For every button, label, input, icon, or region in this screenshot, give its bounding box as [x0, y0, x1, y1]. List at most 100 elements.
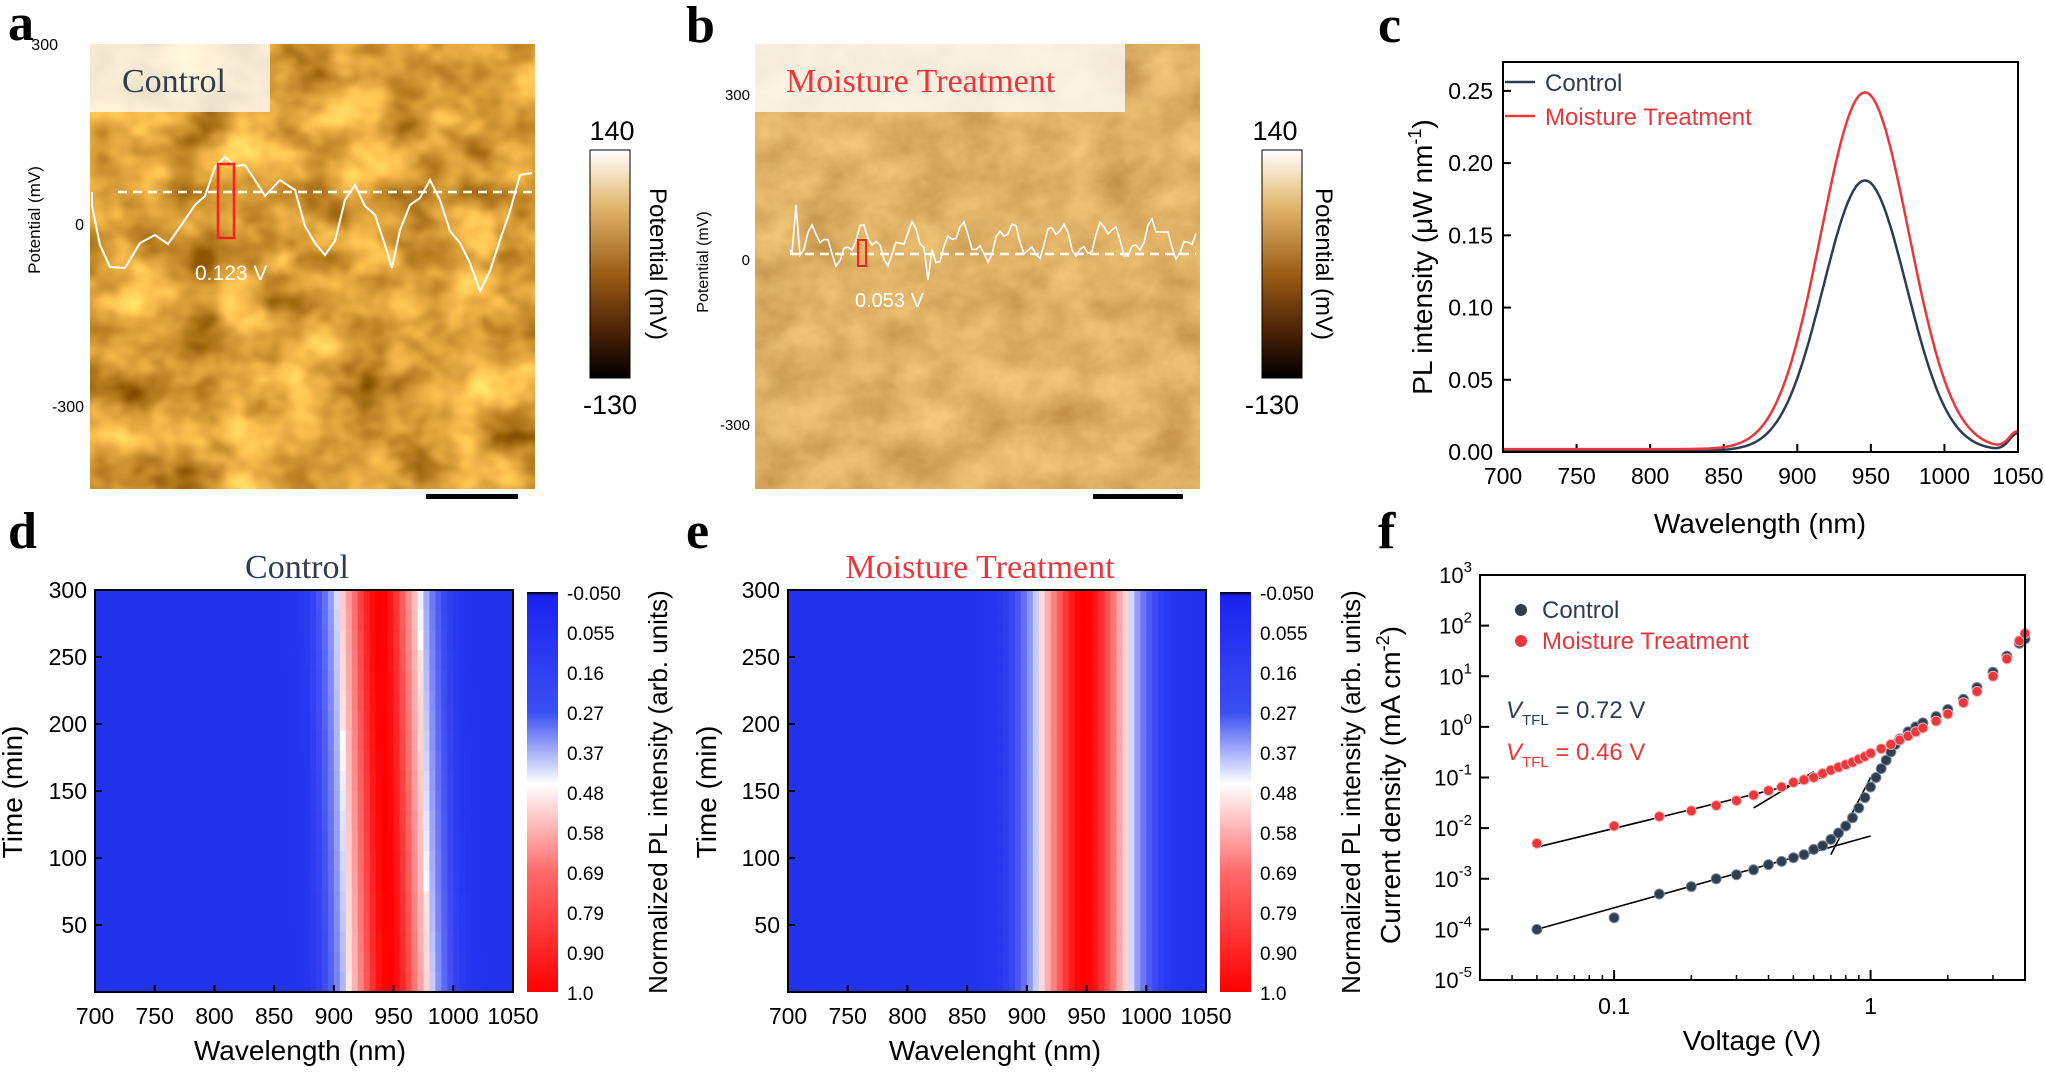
e-heat-cell [859, 931, 867, 953]
e-heat-cell [1086, 650, 1094, 671]
e-heat-cell [1152, 851, 1159, 872]
e-heat-cell [877, 951, 885, 973]
e-heat-cell [925, 911, 932, 933]
d-heat-cell [405, 610, 413, 631]
e-heat-cell [1044, 871, 1052, 893]
d-heat-cell [429, 750, 436, 772]
e-heat-cell [883, 770, 891, 792]
e-heat-cell [1200, 851, 1207, 872]
e-heat-cell [1104, 951, 1112, 973]
d-heat-cell [441, 911, 448, 933]
d-heat-cell [423, 951, 430, 973]
d-heat-cell [435, 811, 442, 832]
e-heat-cell [793, 670, 801, 692]
d-heat-cell [244, 911, 251, 933]
e-heat-cell [1086, 770, 1094, 792]
e-heat-cell [1170, 851, 1177, 872]
e-heat-cell [859, 891, 867, 913]
e-heat-cell [937, 831, 944, 852]
e-heat-cell [895, 630, 903, 651]
e-heat-cell [1008, 650, 1016, 671]
d-heat-cell [495, 770, 502, 792]
d-heat-cell [399, 750, 407, 772]
e-heat-cell [1080, 791, 1088, 812]
e-heat-cell [847, 730, 855, 752]
e-heat-cell [1092, 590, 1100, 611]
e-heat-cell [1014, 590, 1022, 611]
e-heat-cell [1014, 871, 1022, 893]
d-heat-cell [202, 630, 210, 651]
d-colorbar-tick: 0.58 [567, 824, 604, 845]
d-heat-cell [100, 670, 108, 692]
e-heat-cell [841, 951, 849, 973]
e-heat-cell [943, 951, 950, 973]
d-heat-cell [226, 971, 233, 993]
e-heat-cell [793, 931, 801, 953]
d-heat-cell [477, 791, 484, 812]
e-heat-cell [1116, 811, 1123, 832]
d-heat-cell [321, 891, 329, 913]
f-point-moisture [1748, 789, 1760, 801]
e-heat-cell [1134, 931, 1141, 953]
d-heat-cell [489, 670, 496, 692]
d-heat-cell [286, 851, 293, 872]
d-heat-cell [393, 811, 401, 832]
d-heat-cell [471, 951, 478, 973]
e-heat-cell [1134, 710, 1141, 732]
e-heat-cell [1176, 931, 1183, 953]
e-heat-cell [901, 831, 909, 852]
e-heat-cell [1128, 811, 1135, 832]
d-heat-cell [423, 931, 430, 953]
e-heat-cell [1092, 610, 1100, 631]
d-heat-cell [459, 791, 466, 812]
d-heat-cell [214, 650, 221, 671]
e-heat-cell [1182, 630, 1189, 651]
d-heat-cell [477, 670, 484, 692]
e-heat-cell [1086, 971, 1094, 993]
d-heat-cell [507, 951, 514, 973]
d-heat-cell [232, 670, 239, 692]
e-heat-cell [949, 590, 956, 611]
e-heat-cell [883, 951, 891, 973]
e-heat-cell [949, 770, 956, 792]
d-heat-cell [387, 730, 395, 752]
e-heat-cell [1146, 891, 1153, 913]
d-heat-cell [483, 730, 490, 752]
e-heat-cell [943, 911, 950, 933]
d-heat-cell [292, 630, 299, 651]
d-heat-cell [309, 951, 317, 973]
d-heat-cell [268, 851, 275, 872]
e-heat-cell [943, 670, 950, 692]
d-heat-cell [232, 871, 239, 893]
d-heat-cell [393, 871, 401, 893]
e-heat-cell [967, 710, 974, 732]
d-heat-cell [136, 791, 144, 812]
e-heat-cell [799, 871, 807, 893]
d-heat-cell [363, 750, 371, 772]
d-heat-cell [423, 871, 430, 893]
f-point-moisture [1875, 743, 1887, 755]
e-heat-cell [991, 690, 998, 712]
d-heat-cell [196, 630, 204, 651]
e-heat-cell [895, 931, 903, 953]
d-heat-cell [136, 871, 144, 893]
e-heat-cell [1176, 971, 1183, 993]
e-heat-cell [793, 690, 801, 712]
d-heat-cell [214, 871, 221, 893]
d-heat-cell [387, 590, 395, 611]
e-heat-cell [1002, 670, 1010, 692]
e-heat-cell [823, 791, 831, 812]
e-heat-cell [1032, 730, 1040, 752]
e-heat-cell [1050, 770, 1058, 792]
d-heat-cell [286, 690, 293, 712]
d-heat-cell [136, 650, 144, 671]
d-colorbar-label: Normalized PL intensity (arb. units) [643, 590, 673, 994]
d-heat-cell [315, 610, 323, 631]
d-heat-cell [250, 690, 257, 712]
e-heat-cell [871, 971, 879, 993]
d-heat-cell [256, 871, 263, 893]
d-heat-cell [286, 750, 293, 772]
e-heat-cell [853, 630, 861, 651]
d-heat-cell [363, 670, 371, 692]
d-heat-cell [166, 911, 174, 933]
